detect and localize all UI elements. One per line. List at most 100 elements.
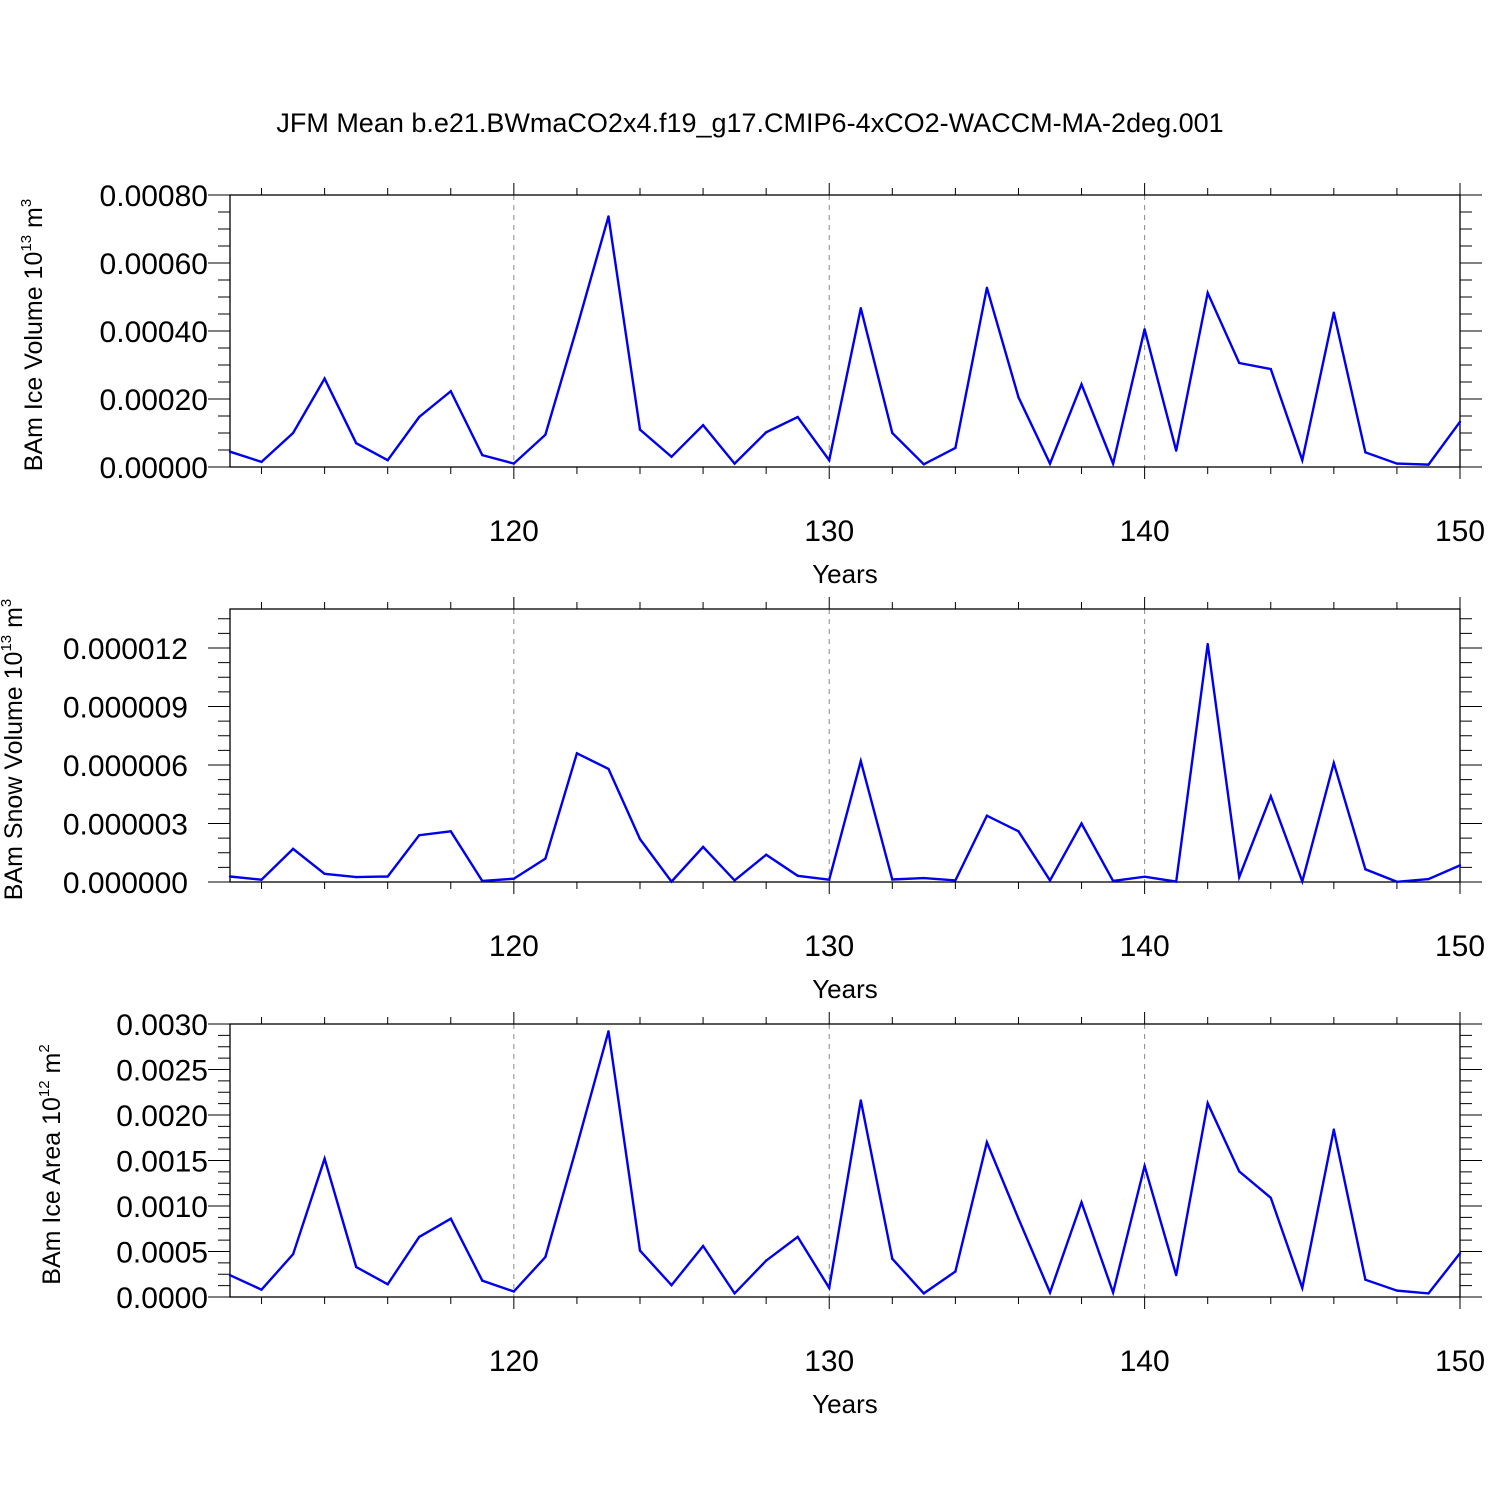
data-point [354,1265,358,1269]
series-line [229,1030,1461,1297]
data-point [291,431,295,435]
y-tick-label: 0.000006 [63,750,188,783]
data-point [1174,880,1178,883]
data-point [701,845,705,849]
y-tick-label: 0.0030 [116,1009,208,1042]
y-axis-label-superscript: 3 [0,599,15,607]
data-point [260,878,263,881]
x-tick-label: 140 [1120,515,1170,548]
y-tick-label: 0.0015 [116,1146,208,1179]
data-point [1017,396,1020,399]
data-point [954,879,957,882]
data-point [418,834,421,837]
data-point [1301,880,1304,883]
data-point [1017,1217,1020,1220]
x-tick-label: 150 [1435,515,1485,548]
data-point [985,286,989,290]
data-point [544,433,547,436]
data-point [544,1255,547,1259]
data-point [386,459,389,462]
data-point [575,326,579,329]
data-point [323,872,326,876]
data-point [638,428,642,431]
plot-frame [229,1023,1461,1298]
data-point [291,1253,295,1256]
data-point [954,1270,957,1273]
data-point [828,1286,831,1290]
data-point [481,1279,484,1282]
y-axis-label-superscript: 3 [18,199,35,207]
data-point [1269,367,1272,371]
data-point [670,455,673,458]
data-point [1017,830,1020,833]
data-point [1301,1286,1304,1290]
y-tick-label: 0.000009 [63,692,188,725]
y-axis-label-part: BAm Snow Volume 10 [0,652,28,901]
x-tick-label: 120 [489,515,539,548]
data-point [1048,879,1052,882]
data-point [638,1249,642,1252]
y-tick-label: 0.0020 [116,1100,208,1133]
data-point [1206,1101,1209,1105]
data-point [1458,420,1462,423]
x-tick-label: 130 [804,1345,854,1378]
data-point [1427,463,1430,466]
x-tick-label: 150 [1435,1345,1485,1378]
data-point [764,1259,768,1262]
data-point [828,459,831,462]
data-point [670,1283,673,1287]
data-point [260,460,263,464]
data-point [607,1030,610,1033]
data-point [386,1283,389,1286]
data-point [354,875,358,879]
data-point [670,880,673,883]
y-tick-label: 0.00060 [100,248,208,281]
data-point [418,1235,421,1239]
data-point [1269,1196,1272,1200]
data-point [228,450,232,453]
data-point [1395,462,1399,465]
data-point [1332,761,1336,765]
y-axis-label-superscript: 2 [36,1044,53,1052]
data-point [985,814,989,817]
x-axis-label: Years [812,559,878,589]
x-axis-label: Years [812,974,878,1004]
data-point [1332,311,1336,314]
data-point [1427,877,1430,881]
series-line [229,216,1461,468]
data-point [796,415,799,419]
y-axis-label: BAm Ice Volume 1013 m3 [18,199,48,471]
data-point [1080,383,1083,386]
y-axis-label-part: m [0,607,28,635]
y-axis-label-part: BAm Ice Area 10 [38,1097,66,1285]
data-point [954,446,957,450]
data-point [891,878,894,881]
data-point [512,877,516,880]
data-point [922,463,926,466]
data-point [1458,864,1462,867]
data-point [891,1257,894,1260]
data-point [481,453,484,457]
data-point [638,837,642,841]
data-point [1395,1289,1399,1292]
data-point [1143,1164,1146,1168]
data-point [228,875,232,878]
data-point [733,462,736,465]
y-tick-label: 0.00000 [100,452,208,485]
data-point [512,1290,516,1293]
data-point [1269,795,1272,798]
data-point [733,879,736,882]
data-point [1238,1170,1241,1173]
data-point [985,1141,989,1144]
y-tick-label: 0.0005 [116,1237,208,1270]
y-tick-label: 0.000000 [63,867,188,900]
data-point [764,853,768,856]
data-point [449,389,452,393]
data-point [323,1157,326,1160]
data-point [1364,451,1367,454]
data-point [764,431,768,434]
data-point [1206,291,1209,295]
y-axis-label-part: m [20,207,48,235]
data-point [1458,1252,1462,1255]
